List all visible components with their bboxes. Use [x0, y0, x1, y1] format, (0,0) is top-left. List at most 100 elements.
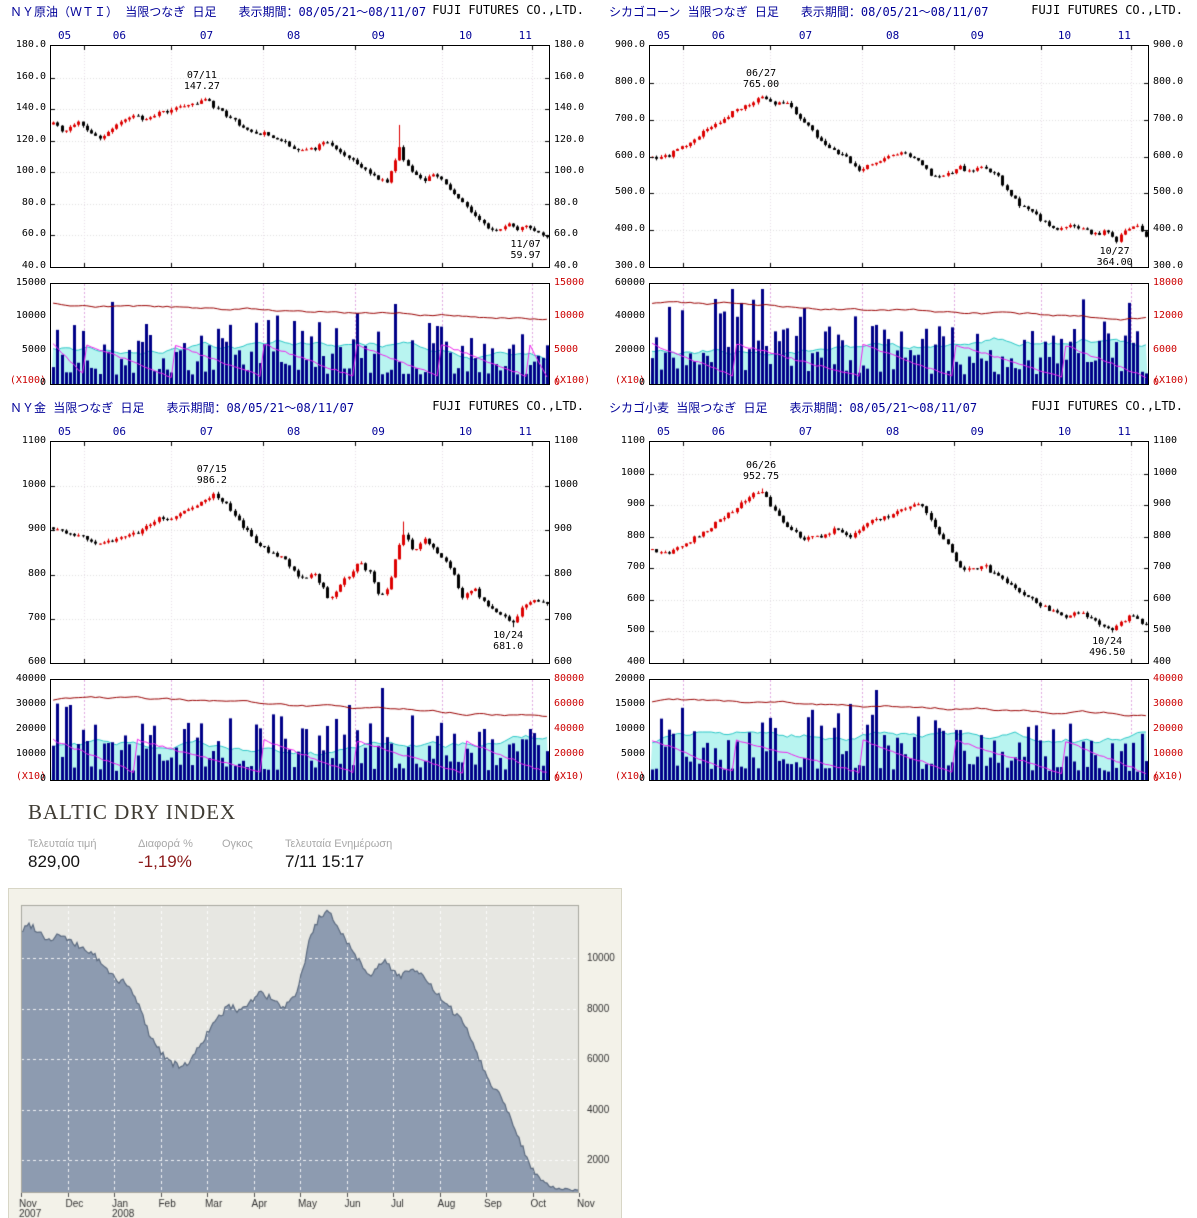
- x-axis-month-label: 06: [112, 425, 126, 438]
- peak-annotation-date: 06/26: [745, 460, 777, 472]
- price-axis-label-left: 900: [626, 498, 645, 510]
- chart-title: ＮＹ金 当限つなぎ 日足: [10, 401, 145, 415]
- price-axis-label-left: 140.0: [15, 102, 46, 114]
- price-axis-label-right: 100.0: [554, 165, 585, 177]
- price-axis-label-right: 1100: [1153, 435, 1178, 446]
- end-annotation-date: 10/27: [1099, 246, 1130, 258]
- peak-annotation-date: 07/11: [186, 69, 217, 81]
- volume-right-unit: (X100): [554, 375, 591, 386]
- bdi-last-price-label: Τελευταία τιμή: [28, 838, 97, 850]
- chart-panel-chicago-corn: シカゴコーン 当限つなぎ 日足 表示期間：08/05/21～08/11/07 F…: [599, 0, 1197, 396]
- price-chart-canvas: [649, 441, 1149, 664]
- price-axis-label-left: 700: [626, 561, 645, 573]
- company-label: FUJI FUTURES CO.,LTD.: [432, 3, 584, 17]
- x-axis-month-label: 08: [886, 29, 900, 42]
- x-axis-month-label: 08: [886, 425, 900, 438]
- price-axis-label-left: 300.0: [614, 260, 645, 271]
- price-axis-label-left: 100.0: [15, 165, 46, 177]
- volume-axis-label-left: 20000: [614, 673, 645, 684]
- price-axis-label-right: 600.0: [1153, 149, 1184, 161]
- volume-axis-label-right: 20000: [554, 748, 585, 759]
- end-annotation-date: 10/24: [1092, 635, 1123, 647]
- x-axis-month-label: 09: [371, 29, 385, 42]
- chart-period-label: 表示期間：08/05/21～08/11/07: [789, 401, 978, 415]
- bdi-diff-value: -1,19%: [138, 852, 192, 871]
- peak-annotation-value: 952.75: [742, 471, 780, 483]
- price-axis-label-right: 700: [1153, 561, 1172, 573]
- peak-annotation: 07/11 147.27: [180, 70, 224, 92]
- x-axis-month-label: 08: [287, 29, 301, 42]
- volume-axis-label-right: 30000: [1153, 698, 1184, 709]
- chart-title: ＮＹ原油（ＷＴＩ） 当限つなぎ 日足: [10, 5, 217, 19]
- price-axis-label-left: 600: [27, 656, 46, 667]
- price-axis-label-right: 800.0: [1153, 75, 1184, 87]
- volume-axis-label-right: 40000: [554, 723, 585, 734]
- bdi-update-label: Τελευταία Ενημέρωση: [285, 838, 393, 850]
- price-axis-label-right: 80.0: [554, 196, 579, 208]
- price-axis-label-right: 800: [554, 567, 573, 579]
- price-axis-label-right: 1000: [554, 479, 579, 491]
- peak-annotation-value: 765.00: [742, 78, 780, 90]
- price-axis-label-right: 300.0: [1153, 260, 1184, 271]
- x-axis-month-label: 07: [798, 425, 813, 438]
- x-axis-month-label: 06: [711, 425, 725, 438]
- volume-axis-label-left: 5000: [620, 748, 645, 759]
- volume-left-unit: (X10): [614, 375, 645, 386]
- chart-title: シカゴ小麦 当限つなぎ 日足: [609, 401, 768, 415]
- volume-axis-label-left: 30000: [15, 698, 46, 709]
- volume-axis-label-left: 20000: [15, 723, 46, 734]
- volume-axis-label-right: 12000: [1153, 310, 1184, 322]
- peak-annotation-value: 986.2: [196, 475, 227, 487]
- volume-axis-label-right: 5000: [554, 343, 579, 355]
- end-annotation-value: 59.97: [510, 250, 541, 262]
- price-axis-label-left: 40.0: [21, 260, 46, 271]
- x-axis-month-label: 05: [57, 425, 72, 438]
- price-axis-label-right: 1000: [1153, 466, 1178, 478]
- x-axis-month-label: 10: [458, 425, 473, 438]
- x-axis-month-label: 08: [287, 425, 301, 438]
- x-axis-month-label: 05: [57, 29, 72, 42]
- x-axis-month-label: 09: [970, 29, 984, 42]
- x-axis-month-label: 09: [371, 425, 385, 438]
- chart-period-label: 表示期間：08/05/21～08/11/07: [166, 401, 355, 415]
- volume-axis-label-left: 0: [638, 773, 645, 784]
- x-axis-month-label: 07: [199, 29, 214, 42]
- volume-left-unit: (X10): [614, 771, 645, 782]
- volume-axis-label-left: 40000: [15, 673, 46, 684]
- price-axis-label-right: 60.0: [554, 228, 579, 240]
- x-axis-month-label: 11: [518, 29, 532, 42]
- volume-axis-label-right: 0: [1153, 377, 1160, 388]
- bdi-volume-label: Ογκος: [222, 838, 253, 850]
- price-axis-label-left: 500.0: [614, 186, 645, 198]
- price-chart-canvas: [50, 441, 550, 664]
- price-axis-label-left: 400: [626, 656, 645, 667]
- price-axis-label-right: 1100: [554, 435, 579, 446]
- volume-axis-label-right: 20000: [1153, 723, 1184, 734]
- price-axis-label-left: 700.0: [614, 112, 645, 124]
- end-annotation: 10/24 681.0: [486, 630, 530, 652]
- price-axis-label-left: 800: [27, 567, 46, 579]
- end-annotation: 10/27 364.00: [1093, 246, 1137, 268]
- volume-axis-label-right: 60000: [554, 698, 585, 709]
- volume-axis-label-left: 10000: [614, 723, 645, 734]
- price-axis-label-right: 500.0: [1153, 186, 1184, 198]
- price-axis-label-left: 700: [27, 611, 46, 623]
- x-axis-month-label: 06: [711, 29, 725, 42]
- company-label: FUJI FUTURES CO.,LTD.: [1031, 3, 1183, 17]
- price-axis-label-left: 800: [626, 529, 645, 541]
- price-axis-label-left: 60.0: [21, 228, 46, 240]
- price-axis-label-right: 120.0: [554, 133, 585, 145]
- volume-right-unit: (X100): [1153, 375, 1190, 386]
- volume-axis-label-left: 60000: [614, 277, 645, 288]
- price-chart-canvas: [50, 45, 550, 268]
- volume-chart-canvas: [649, 283, 1149, 385]
- price-axis-label-right: 600: [554, 656, 573, 667]
- volume-axis-label-right: 10000: [1153, 748, 1184, 759]
- volume-chart-canvas: [50, 283, 550, 385]
- volume-right-unit: (X10): [554, 771, 585, 782]
- bdi-diff-label: Διαφορά %: [138, 838, 193, 850]
- price-axis-label-right: 900: [1153, 498, 1172, 510]
- volume-chart-canvas: [50, 679, 550, 781]
- price-axis-label-left: 400.0: [614, 223, 645, 235]
- volume-axis-label-right: 0: [554, 377, 561, 388]
